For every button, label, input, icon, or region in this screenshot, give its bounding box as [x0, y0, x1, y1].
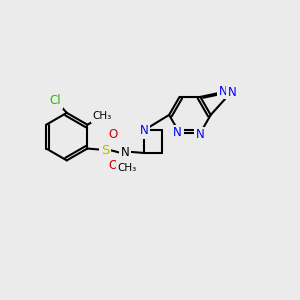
Text: Cl: Cl — [50, 94, 61, 107]
Text: CH₃: CH₃ — [117, 163, 136, 173]
Text: N: N — [219, 85, 227, 98]
Text: S: S — [101, 143, 110, 157]
Text: N: N — [196, 128, 205, 141]
Text: O: O — [108, 128, 117, 141]
Text: N: N — [140, 124, 148, 137]
Text: N: N — [121, 146, 130, 160]
Text: N: N — [227, 86, 236, 99]
Text: O: O — [108, 159, 117, 172]
Text: CH₃: CH₃ — [93, 111, 112, 122]
Text: N: N — [173, 126, 182, 140]
